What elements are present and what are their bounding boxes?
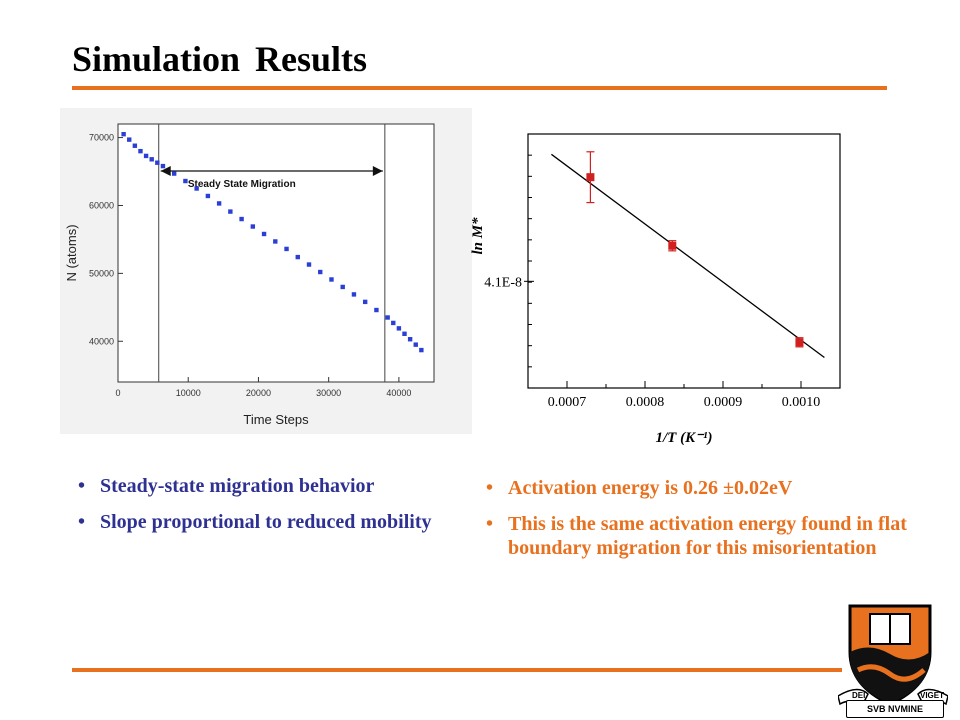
x-tick-label: 0.0008 (626, 395, 665, 410)
y-tick-label: 50000 (89, 268, 114, 278)
x-tick-label: 0.0009 (704, 395, 743, 410)
y-tick-label: 40000 (89, 336, 114, 346)
right-bullet-list: Activation energy is 0.26 ±0.02eV This i… (484, 476, 924, 572)
bullet-steady-state: Steady-state migration behavior (76, 474, 476, 498)
y-axis-label: N (atoms) (64, 224, 79, 281)
bottom-divider (72, 668, 842, 672)
x-tick-label: 40000 (386, 388, 411, 398)
top-divider (72, 86, 887, 90)
y-tick-label: 4.1E-8 (484, 275, 522, 290)
y-tick-label: 60000 (89, 200, 114, 210)
data-point (407, 337, 413, 342)
data-point (127, 137, 132, 142)
annotation-label: Steady State Migration (188, 179, 296, 190)
data-point (374, 307, 379, 313)
data-point (668, 241, 677, 250)
x-axis-label: 1/T (K⁻¹) (656, 430, 713, 446)
atoms-vs-timesteps-chart: 0 10000 20000 30000 40000 40000 50000 60000 7000… (60, 108, 472, 434)
data-point (171, 171, 177, 176)
data-point (149, 157, 154, 162)
data-point (351, 292, 357, 297)
data-point (228, 209, 233, 214)
data-point (318, 269, 323, 275)
x-axis-label: Time Steps (243, 412, 309, 427)
data-point (160, 163, 166, 169)
data-point (121, 131, 126, 137)
logo-motto-dei: DEI (852, 691, 865, 700)
plot-frame (117, 123, 435, 383)
left-bullet-list: Steady-state migration behavior Slope pr… (76, 474, 476, 546)
data-point (396, 326, 402, 331)
data-point (306, 262, 312, 267)
arrow-right-head (372, 166, 383, 176)
x-tick-label: 0.0007 (548, 395, 587, 410)
data-point (138, 148, 143, 154)
bullet-slope: Slope proportional to reduced mobility (76, 510, 476, 534)
data-point (795, 338, 804, 347)
data-point (385, 315, 390, 320)
princeton-shield-icon: DEI VIGET (838, 604, 948, 708)
data-point (261, 231, 267, 237)
x-tick-label: 30000 (316, 388, 341, 398)
data-point (284, 246, 289, 252)
data-point (586, 173, 595, 182)
data-point (391, 320, 396, 326)
x-tick-label: 10000 (176, 388, 201, 398)
y-tick-label: 70000 (89, 133, 114, 143)
data-point (329, 277, 334, 282)
logo-motto-banner: SVB NVMINE (846, 700, 944, 718)
data-point (413, 342, 418, 347)
data-point (402, 331, 407, 336)
x-tick-label: 20000 (246, 388, 271, 398)
arrhenius-chart: 0.0007 0.0008 0.0009 0.0010 4.1E-8 ln M* 1/T… (470, 133, 841, 446)
data-point (183, 178, 188, 184)
x-tick-label: 0 (115, 388, 120, 398)
data-point (143, 153, 149, 159)
logo-motto-viget: VIGET (920, 691, 944, 700)
fit-line (551, 153, 825, 359)
data-point (250, 224, 256, 229)
data-point (155, 160, 160, 165)
slide-title: Simulation Results (72, 39, 368, 79)
data-point (216, 201, 222, 206)
data-point (362, 299, 368, 305)
data-point (132, 143, 138, 148)
data-point (295, 254, 300, 260)
data-point (194, 186, 199, 191)
data-point (239, 216, 244, 222)
bullet-same-activation: This is the same activation energy found… (484, 512, 924, 560)
y-axis-label: ln M* (470, 217, 486, 255)
data-point (205, 193, 211, 199)
data-point (340, 284, 345, 290)
x-tick-label: 0.0010 (782, 395, 821, 410)
data-point (419, 347, 424, 353)
arrow-left-head (160, 166, 171, 176)
bullet-activation-energy: Activation energy is 0.26 ±0.02eV (484, 476, 924, 500)
data-point (273, 239, 278, 244)
